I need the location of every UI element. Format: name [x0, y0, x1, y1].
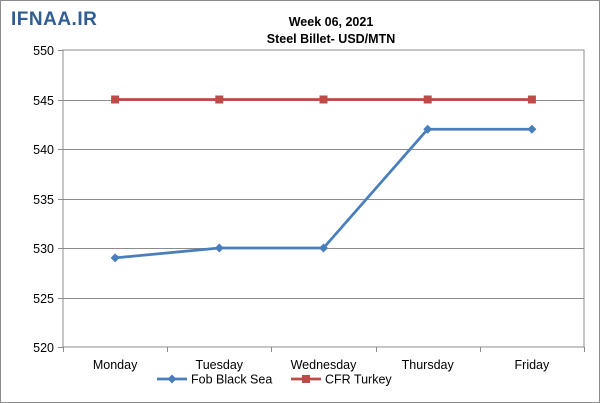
- chart-title: Week 06, 2021: [288, 15, 374, 29]
- diamond-marker: [527, 124, 537, 134]
- x-tick-label: Monday: [93, 358, 138, 372]
- diamond-marker: [214, 243, 224, 253]
- chart-subtitle: Steel Billet- USD/MTN: [266, 32, 396, 46]
- y-tick-label: 520: [33, 341, 54, 355]
- y-tick-label: 540: [33, 143, 54, 157]
- square-marker: [527, 95, 536, 104]
- diamond-marker: [110, 253, 120, 263]
- legend-label: CFR Turkey: [325, 373, 392, 387]
- y-tick-label: 530: [33, 242, 54, 256]
- square-marker: [215, 95, 224, 104]
- x-tick-label: Wednesday: [291, 358, 358, 372]
- square-marker: [319, 95, 328, 104]
- y-tick-label: 545: [33, 94, 54, 108]
- x-tick-label: Friday: [515, 358, 550, 372]
- x-tick-label: Thursday: [402, 358, 455, 372]
- diamond-marker: [423, 124, 433, 134]
- square-marker: [111, 95, 120, 104]
- y-tick-label: 550: [33, 44, 54, 58]
- legend-diamond-marker: [167, 374, 177, 384]
- watermark-logo: IFNAA.IR: [11, 9, 98, 30]
- y-tick-label: 535: [33, 193, 54, 207]
- legend-square-marker: [302, 375, 310, 383]
- x-tick-label: Tuesday: [196, 358, 244, 372]
- y-tick-label: 525: [33, 292, 54, 306]
- legend-label: Fob Black Sea: [191, 373, 272, 387]
- plot-area: [62, 49, 585, 348]
- diamond-marker: [319, 243, 328, 253]
- square-marker: [423, 95, 432, 104]
